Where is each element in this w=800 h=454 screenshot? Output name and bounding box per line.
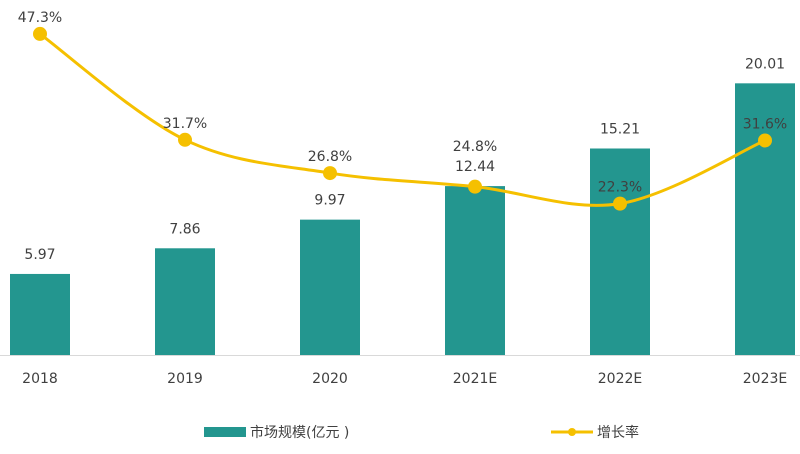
growth-rate-line xyxy=(39,32,766,207)
growth-rate-label: 47.3% xyxy=(18,10,62,26)
x-tick-label: 2020 xyxy=(312,371,348,387)
legend-bar-label: 市场规模(亿元 ) xyxy=(250,424,349,441)
legend-line-marker xyxy=(568,428,576,436)
bar-value-label: 5.97 xyxy=(24,247,55,263)
x-tick-label: 2023E xyxy=(743,371,787,387)
bars-layer xyxy=(10,83,795,355)
bar-2019 xyxy=(155,248,215,355)
x-tick-label: 2022E xyxy=(598,371,642,387)
growth-rate-label: 26.8% xyxy=(308,149,352,165)
bar-value-label: 12.44 xyxy=(455,159,495,175)
legend-bar-swatch xyxy=(204,427,246,437)
bar-value-label: 7.86 xyxy=(169,221,200,237)
legend: 市场规模(亿元 ) 增长率 xyxy=(204,424,639,441)
x-tick-label: 2018 xyxy=(22,371,58,387)
growth-rate-point xyxy=(33,26,47,41)
legend-line-label: 增长率 xyxy=(597,424,639,441)
bar-value-label: 15.21 xyxy=(600,121,640,137)
bar-2018 xyxy=(10,273,70,355)
growth-rate-point xyxy=(468,179,482,194)
x-tick-label: 2021E xyxy=(453,371,497,387)
x-tick-label: 2019 xyxy=(167,371,203,387)
bar-2020 xyxy=(300,219,360,355)
bar-value-label: 9.97 xyxy=(314,193,345,209)
growth-rate-point xyxy=(758,133,772,148)
bar-value-label: 20.01 xyxy=(745,56,785,72)
growth-rate-label: 24.8% xyxy=(453,139,497,155)
bar-2023E xyxy=(735,83,795,355)
growth-rate-point xyxy=(323,166,337,181)
growth-rate-label: 31.6% xyxy=(743,116,787,132)
growth-rate-point xyxy=(613,196,627,211)
bar-2021E xyxy=(445,186,505,355)
growth-rate-label: 31.7% xyxy=(163,116,207,132)
bar-2022E xyxy=(590,148,650,355)
line-layer xyxy=(33,26,772,211)
growth-rate-point xyxy=(178,132,192,147)
growth-rate-label: 22.3% xyxy=(598,180,642,196)
x-tick-labels: 2018 2019 2020 2021E 2022E 2023E xyxy=(22,371,787,387)
data-labels: 5.97 7.86 9.97 12.44 15.21 20.01 47.3% 31.7% 26.… xyxy=(18,10,787,263)
